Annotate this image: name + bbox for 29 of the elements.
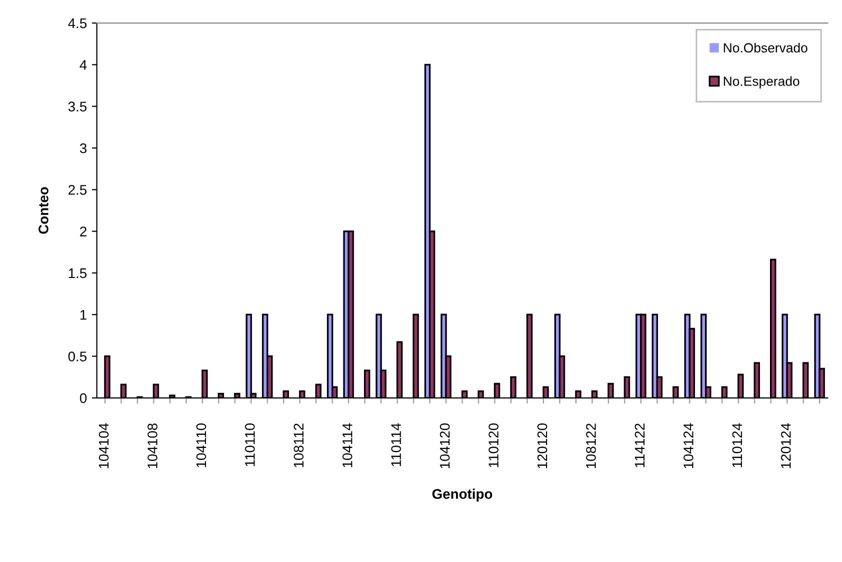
x-tick-label: 120124	[780, 423, 791, 468]
legend-label: No.Observado	[724, 42, 808, 53]
x-tick-label: 110124	[732, 423, 742, 468]
y-tick-label: 4	[80, 60, 87, 70]
legend-label: No.Esperado	[724, 76, 800, 89]
x-tick-label: 104114	[342, 423, 352, 468]
x-tick-label: 108112	[294, 424, 304, 468]
x-tick-label: 110114	[391, 423, 402, 466]
x-tick-label: 114122	[634, 424, 645, 468]
y-tick-label: 2	[80, 226, 86, 236]
x-tick-label: 104110	[196, 423, 206, 468]
x-tick-label: 120120	[537, 423, 548, 468]
y-tick-label: 3.5	[68, 102, 87, 112]
x-tick-label: 104120	[440, 423, 450, 468]
y-tick-label: 2.5	[68, 184, 87, 195]
x-tick-label: 104124	[684, 423, 694, 468]
x-tick-label: 104108	[148, 423, 158, 468]
y-tick-label: 1.5	[68, 268, 87, 278]
x-tick-label: 108122	[586, 424, 596, 468]
y-tick-label: 0	[80, 393, 87, 404]
x-tick-label: 110110	[245, 423, 255, 466]
x-tick-label: 110120	[488, 423, 498, 468]
y-axis-title: Conteo	[38, 187, 48, 234]
y-tick-label: 3	[80, 143, 86, 154]
y-tick-label: 1	[80, 310, 86, 320]
x-tick-label: 104104	[98, 423, 109, 468]
y-tick-label: 4.5	[68, 18, 87, 28]
x-axis-title: Genotipo	[432, 488, 492, 502]
y-tick-label: 0.5	[68, 352, 87, 362]
